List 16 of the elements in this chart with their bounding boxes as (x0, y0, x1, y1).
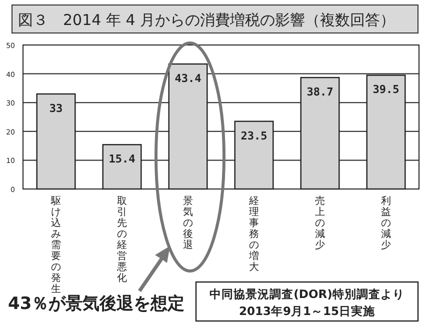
data-label: 23.5 (240, 129, 268, 142)
text: 中同協景況調査(DOR)特別調査より (210, 287, 404, 301)
x-tick-label: 取引先の経営悪化 (116, 196, 127, 284)
x-tick-label: 景気の後退 (183, 195, 193, 251)
data-label: 15.4 (108, 152, 136, 166)
data-label: 43.4 (174, 72, 202, 86)
data-label: 33 (49, 102, 63, 115)
data-label: 38.7 (306, 86, 334, 99)
chart-title: 図３ 2014 年 4 月からの消費増税の影響（複数回答） (18, 11, 396, 29)
text: 43％が景気後退を想定 (8, 294, 185, 314)
x-tick-label: 経理事務の増大 (248, 196, 259, 273)
x-tick-label: 利益の減少 (381, 195, 391, 251)
text: 2013年9月1～15日実施 (238, 304, 376, 318)
x-tick-label: 売上の減少 (315, 195, 325, 251)
category-label: 駆け込み需要の発生 (51, 196, 61, 295)
data-label: 39.5 (372, 83, 400, 96)
